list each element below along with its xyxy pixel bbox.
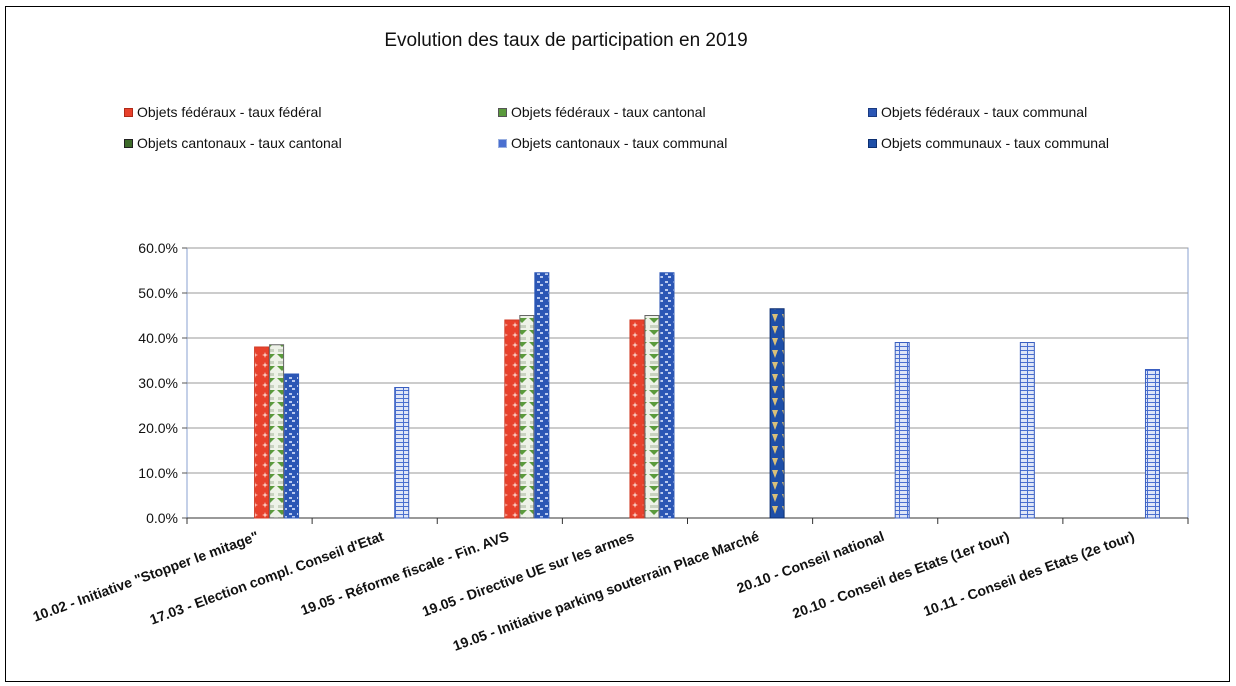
bar [269,344,285,519]
x-tick-label: 19.05 - Directive UE sur les armes [420,528,636,620]
y-tick-label: 50.0% [138,285,178,301]
bar [519,315,535,519]
bar [894,342,910,519]
plot-area: 0.0% 10.0% 20.0% 30.0% 40.0% 50.0% 60.0% 10.02 … [31,240,1189,654]
chart-title: Evolution des taux de participation en 2… [384,30,748,51]
bar [659,272,675,519]
legend-item-1: Objets fédéraux - taux fédéral [124,104,321,120]
y-tick-label: 40.0% [138,330,178,346]
legend-label-4: Objets cantonaux - taux cantonal [137,135,342,151]
legend-item-5: Objets cantonaux - taux communal [498,135,727,151]
x-tick-label: 10.02 - Initiative "Stopper le mitage" [31,528,261,625]
bar [1019,342,1035,519]
bar [504,319,520,519]
legend-swatch-5 [498,138,507,148]
x-tick-label: 20.10 - Conseil des Etats (1er tour) [790,528,1011,622]
y-tick-label: 10.0% [138,465,178,481]
legend-item-6: Objets communaux - taux communal [868,135,1109,151]
bar [284,373,300,519]
y-tick-label: 30.0% [138,375,178,391]
x-tick-label: 19.05 - Réforme fiscale - Fin. AVS [298,528,510,618]
x-tick-label: 10.11 - Conseil des Etats (2e tour) [921,528,1136,619]
y-tick-label: 60.0% [138,240,178,256]
bar [534,272,550,519]
legend-swatch-6 [868,138,877,148]
legend-swatch-1 [124,107,133,117]
bar [769,308,785,519]
legend-item-4: Objets cantonaux - taux cantonal [124,135,342,151]
bar [629,319,645,519]
legend-item-2: Objets fédéraux - taux cantonal [498,104,706,120]
bar [1144,369,1160,519]
legend-swatch-3 [868,107,877,117]
legend-swatch-4 [124,138,133,148]
legend-label-1: Objets fédéraux - taux fédéral [137,104,322,120]
y-tick-label: 0.0% [146,510,178,526]
x-tick-label: 17.03 - Election compl. Conseil d'Etat [148,528,386,628]
legend-swatch-2 [498,107,507,117]
bar [644,315,660,519]
legend-label-2: Objets fédéraux - taux cantonal [511,104,706,120]
legend-item-3: Objets fédéraux - taux communal [868,104,1087,120]
legend-label-5: Objets cantonaux - taux communal [511,135,728,151]
bar [394,387,410,519]
bar [254,346,270,519]
legend-label-6: Objets communaux - taux communal [881,135,1109,151]
legend-label-3: Objets fédéraux - taux communal [881,104,1088,120]
y-tick-label: 20.0% [138,420,178,436]
